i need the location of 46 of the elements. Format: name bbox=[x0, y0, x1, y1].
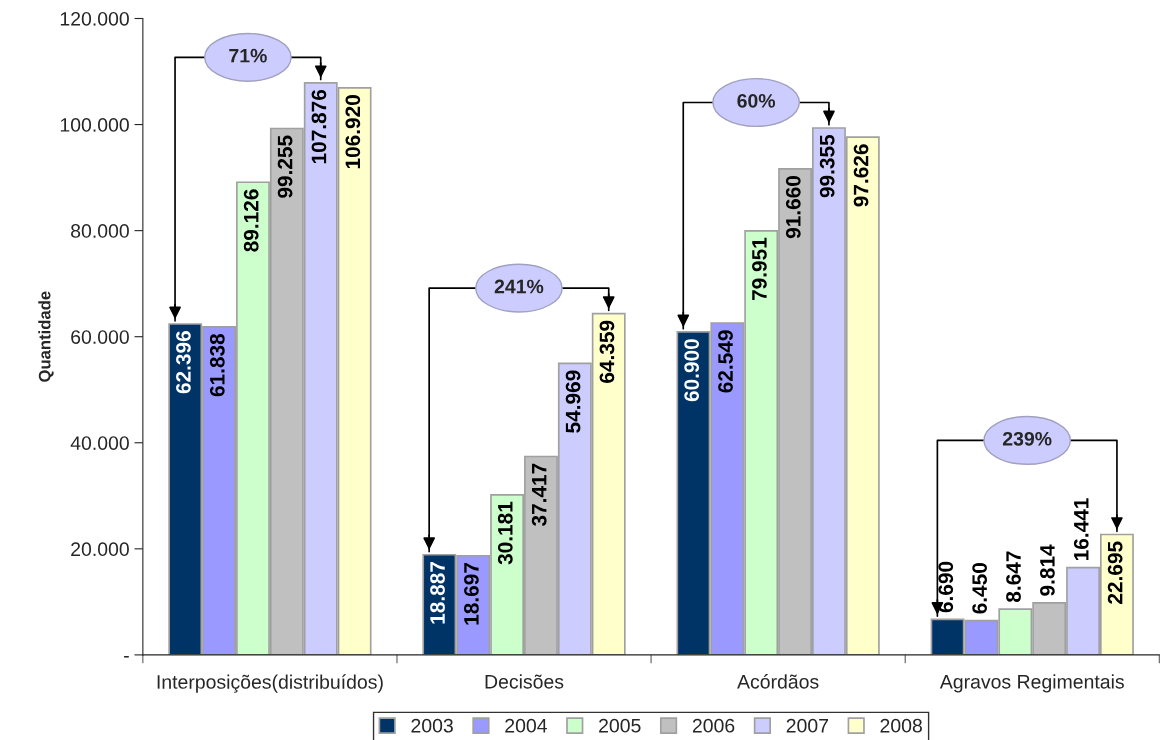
x-tick-label: Interposições(distribuídos) bbox=[157, 674, 383, 693]
y-tick-label: - bbox=[124, 656, 129, 658]
legend-label: 2005 bbox=[599, 718, 641, 733]
data-label: 106.920 bbox=[345, 95, 361, 169]
data-label: 8.647 bbox=[1006, 551, 1021, 603]
x-tick-label: Decisões bbox=[485, 674, 564, 689]
data-label: 61.838 bbox=[209, 333, 225, 397]
data-label: 62.396 bbox=[176, 331, 191, 394]
y-tick-label: 80.000 bbox=[71, 224, 129, 238]
y-axis-title: Quantidade bbox=[38, 291, 54, 382]
data-label: 9.814 bbox=[1040, 544, 1055, 596]
legend-label: 2003 bbox=[411, 718, 453, 733]
data-label: 97.626 bbox=[853, 144, 869, 207]
data-label: 79.951 bbox=[752, 237, 767, 301]
annotation: 239% bbox=[1002, 431, 1052, 446]
data-label: 91.660 bbox=[785, 176, 801, 239]
annotation: 71% bbox=[229, 48, 267, 63]
data-label: 16.441 bbox=[1073, 498, 1089, 561]
data-label: 64.359 bbox=[599, 320, 615, 383]
data-label: 22.695 bbox=[1107, 541, 1123, 604]
data-label: 62.549 bbox=[718, 330, 733, 393]
data-label: 89.126 bbox=[243, 189, 259, 252]
y-tick-label: 40.000 bbox=[70, 436, 129, 450]
data-label: 6.450 bbox=[972, 563, 988, 614]
x-tick-label: Acórdãos bbox=[737, 674, 819, 689]
data-label: 54.969 bbox=[565, 370, 581, 433]
data-label: 6.690 bbox=[938, 561, 954, 613]
data-label: 18.697 bbox=[464, 563, 479, 625]
legend-label: 2006 bbox=[692, 718, 735, 733]
legend-label: 2004 bbox=[505, 718, 547, 733]
data-label: 99.355 bbox=[819, 134, 835, 198]
data-label: 60.900 bbox=[684, 339, 700, 402]
y-tick-label: 20.000 bbox=[71, 542, 129, 557]
annotation: 60% bbox=[737, 93, 776, 108]
data-label: 18.887 bbox=[430, 562, 445, 624]
y-tick-label: 120.000 bbox=[60, 11, 129, 26]
data-label: 107.876 bbox=[311, 89, 327, 164]
data-label: 30.181 bbox=[497, 501, 513, 565]
y-tick-label: 60.000 bbox=[71, 330, 129, 344]
legend-label: 2008 bbox=[880, 718, 922, 733]
y-tick-label: 100.000 bbox=[60, 118, 129, 132]
annotation: 241% bbox=[494, 279, 544, 294]
data-label: 37.417 bbox=[531, 463, 547, 527]
legend-label: 2007 bbox=[786, 718, 828, 733]
data-label: 99.255 bbox=[277, 135, 293, 198]
x-tick-label: Agravos Regimentais bbox=[939, 674, 1124, 693]
